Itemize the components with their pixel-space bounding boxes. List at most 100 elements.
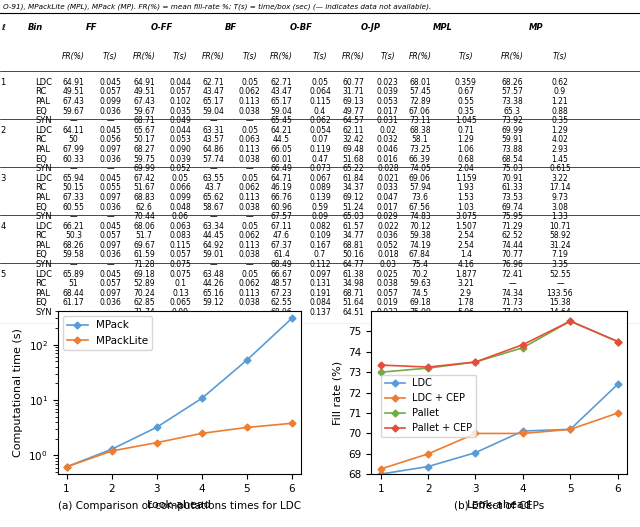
Text: 69.13: 69.13: [342, 97, 364, 106]
Text: 49.77: 49.77: [342, 106, 364, 115]
Pallet: [472, 359, 479, 365]
Text: 0.046: 0.046: [377, 145, 399, 154]
Text: 0.097: 0.097: [99, 145, 121, 154]
Text: 74.5: 74.5: [412, 289, 428, 298]
Pallet + CEP: [566, 318, 574, 324]
Text: 0.032: 0.032: [377, 135, 399, 144]
Text: EQ: EQ: [35, 154, 47, 163]
Text: 68.38: 68.38: [409, 126, 431, 135]
Line: LDC: LDC: [378, 382, 620, 476]
Text: 0.09: 0.09: [312, 212, 328, 221]
Text: 0.099: 0.099: [170, 193, 191, 202]
Text: 2.9: 2.9: [460, 289, 472, 298]
Text: 5.06: 5.06: [458, 308, 474, 317]
Text: 46.19: 46.19: [271, 183, 292, 192]
Text: 50: 50: [68, 135, 79, 144]
Text: 0.028: 0.028: [377, 164, 399, 173]
Text: 51.64: 51.64: [342, 298, 364, 307]
Text: 49.51: 49.51: [133, 87, 155, 96]
Text: 0.113: 0.113: [239, 193, 260, 202]
Text: FR(%): FR(%): [62, 52, 85, 61]
Text: 44.5: 44.5: [273, 135, 290, 144]
Text: 69.67: 69.67: [133, 241, 155, 250]
Text: 10.71: 10.71: [549, 222, 571, 231]
Text: 0.62: 0.62: [552, 78, 568, 87]
Text: 1.159: 1.159: [455, 174, 477, 183]
Text: (a) Comparison of computations times for LDC: (a) Comparison of computations times for…: [58, 501, 301, 511]
Text: 0.083: 0.083: [170, 231, 191, 240]
Text: LDC: LDC: [35, 174, 52, 183]
Text: SYN: SYN: [35, 212, 52, 221]
LDC: [472, 450, 479, 456]
Pallet + CEP: [472, 359, 479, 365]
Text: 69.48: 69.48: [342, 145, 364, 154]
Text: 68.71: 68.71: [342, 289, 364, 298]
Text: 63.48: 63.48: [202, 270, 224, 279]
Text: 0.057: 0.057: [99, 231, 121, 240]
Text: 9.73: 9.73: [552, 193, 568, 202]
Text: 52.55: 52.55: [549, 270, 571, 279]
Text: 0.05: 0.05: [312, 78, 328, 87]
Text: 65.89: 65.89: [63, 270, 84, 279]
Text: 3.22: 3.22: [552, 174, 568, 183]
Text: 71.74: 71.74: [133, 308, 155, 317]
Text: 52.89: 52.89: [133, 279, 155, 288]
Text: 68.26: 68.26: [63, 241, 84, 250]
Text: 68.96: 68.96: [271, 308, 292, 317]
Text: 0.13: 0.13: [172, 289, 189, 298]
Text: 0.038: 0.038: [377, 279, 399, 288]
Pallet: [377, 369, 385, 375]
Text: 0.045: 0.045: [99, 78, 121, 87]
Text: 47.6: 47.6: [273, 231, 290, 240]
Text: 0.359: 0.359: [455, 78, 477, 87]
Text: 70.77: 70.77: [501, 250, 523, 259]
Text: 0.05: 0.05: [241, 126, 258, 135]
Text: 0.191: 0.191: [309, 289, 331, 298]
LDC: [519, 428, 527, 434]
Text: 65.17: 65.17: [271, 97, 292, 106]
Text: 0.038: 0.038: [239, 250, 260, 259]
Text: 0.036: 0.036: [99, 298, 121, 307]
Text: —: —: [508, 279, 516, 288]
Text: —: —: [209, 260, 217, 269]
LDC: [614, 381, 621, 387]
Text: LDC: LDC: [35, 270, 52, 279]
Text: 67.37: 67.37: [271, 241, 292, 250]
Text: FR(%): FR(%): [270, 52, 293, 61]
Text: 68.44: 68.44: [63, 289, 84, 298]
Text: —: —: [246, 308, 253, 317]
Text: —: —: [70, 116, 77, 125]
Text: 0.056: 0.056: [99, 135, 121, 144]
Text: 68.49: 68.49: [271, 260, 292, 269]
Text: 67.42: 67.42: [133, 174, 155, 183]
Text: 0.35: 0.35: [552, 116, 568, 125]
Text: 0.047: 0.047: [377, 193, 399, 202]
Text: 0.05: 0.05: [172, 174, 189, 183]
Text: 77.93: 77.93: [501, 308, 523, 317]
Text: 61.38: 61.38: [342, 270, 364, 279]
Text: 0.057: 0.057: [99, 87, 121, 96]
Text: 62.85: 62.85: [133, 298, 155, 307]
Text: 74.34: 74.34: [501, 289, 523, 298]
Text: 73.92: 73.92: [501, 116, 523, 125]
Text: 72.41: 72.41: [501, 270, 523, 279]
Text: 0.045: 0.045: [99, 222, 121, 231]
Text: 0.066: 0.066: [170, 183, 191, 192]
LDC + CEP: [377, 466, 385, 472]
Text: —: —: [70, 164, 77, 173]
Text: —: —: [106, 308, 114, 317]
MPack: [108, 446, 115, 453]
Text: 4: 4: [1, 222, 6, 231]
Text: 59.04: 59.04: [202, 106, 224, 115]
Text: FR(%): FR(%): [408, 52, 431, 61]
Text: 69.99: 69.99: [133, 164, 155, 173]
Text: SYN: SYN: [35, 308, 52, 317]
Text: 0.017: 0.017: [377, 106, 399, 115]
Text: 70.24: 70.24: [133, 289, 155, 298]
Text: 2.54: 2.54: [458, 231, 474, 240]
Text: 0.07: 0.07: [312, 135, 328, 144]
Text: 4.16: 4.16: [458, 260, 474, 269]
Text: 34.77: 34.77: [342, 231, 364, 240]
Text: 1.45: 1.45: [552, 154, 568, 163]
Text: 0.062: 0.062: [239, 279, 260, 288]
